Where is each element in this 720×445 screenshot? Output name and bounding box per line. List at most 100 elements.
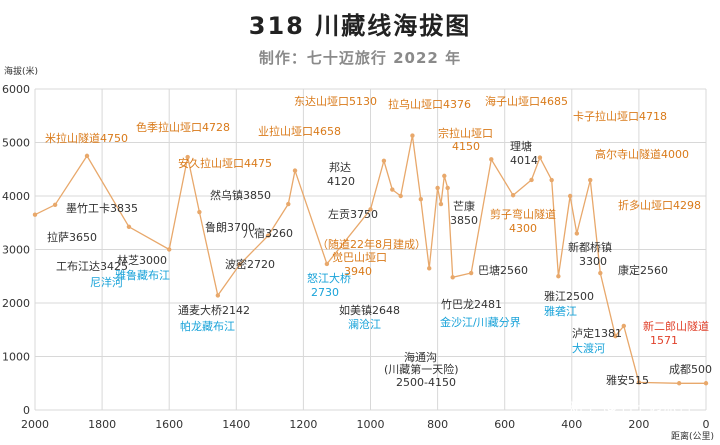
place-label-town: 如美镇2648 bbox=[339, 303, 400, 317]
elevation-point bbox=[588, 177, 593, 183]
elevation-point bbox=[438, 201, 444, 207]
y-tick-label: 4000 bbox=[2, 190, 30, 203]
place-label-pass: 宗拉山垭口 bbox=[438, 126, 493, 140]
elevation-point bbox=[598, 270, 603, 276]
elevation-point bbox=[703, 381, 709, 386]
place-label-pass: 业拉山垭口4658 bbox=[258, 124, 341, 138]
place-label-pass: 4150 bbox=[452, 140, 480, 153]
place-label-river: 澜沧江 bbox=[348, 317, 381, 331]
elevation-point bbox=[410, 133, 415, 138]
place-label-town: 工布江达3425 bbox=[56, 260, 128, 273]
place-label-town: 2500-4150 bbox=[396, 376, 456, 389]
place-label-river: 雅砻江 bbox=[544, 304, 577, 318]
elevation-point bbox=[529, 177, 534, 183]
place-label-town: 然乌镇3850 bbox=[210, 188, 271, 202]
x-tick-label: 800 bbox=[427, 418, 448, 431]
y-tick-label: 1000 bbox=[2, 351, 30, 364]
place-label-town: 八宿3260 bbox=[243, 226, 293, 240]
place-label-river: 2730 bbox=[311, 286, 339, 299]
x-tick-label: 0 bbox=[703, 418, 710, 431]
elevation-point bbox=[32, 212, 38, 217]
place-label-town: 竹巴龙2481 bbox=[441, 297, 502, 311]
place-label-pass: 3940 bbox=[344, 265, 372, 278]
elevation-point bbox=[574, 231, 580, 236]
place-label-pass: 高尔寺山隧道4000 bbox=[595, 147, 689, 161]
elevation-point bbox=[435, 185, 440, 191]
x-tick-label: 1400 bbox=[222, 418, 250, 431]
place-label-town: 通麦大桥2142 bbox=[178, 303, 250, 317]
place-label-town: 巴塘2560 bbox=[478, 263, 528, 277]
place-label-town: 邦达 bbox=[329, 161, 351, 174]
elevation-point bbox=[567, 193, 573, 199]
x-tick-label: 1600 bbox=[155, 418, 183, 431]
elevation-point bbox=[237, 262, 242, 267]
elevation-point bbox=[549, 177, 554, 183]
elevation-point bbox=[197, 209, 202, 215]
y-axis-label: 海拔(米) bbox=[4, 65, 38, 77]
elevation-point bbox=[613, 333, 618, 339]
elevation-point bbox=[418, 197, 424, 202]
place-label-town: 芒康 bbox=[453, 199, 475, 213]
elevation-point bbox=[537, 155, 543, 160]
place-label-town: 泸定1381 bbox=[572, 326, 622, 340]
elevation-point bbox=[286, 201, 291, 207]
y-tick-label: 0 bbox=[23, 404, 30, 417]
elevation-point bbox=[324, 261, 330, 267]
grid-lines bbox=[34, 88, 707, 411]
place-label-town: 理塘 bbox=[510, 139, 532, 153]
place-label-town: 3850 bbox=[450, 214, 478, 227]
chart-subtitle: 制作：七十迈旅行 2022 年 bbox=[258, 49, 462, 67]
place-label-pass: 4300 bbox=[509, 222, 537, 235]
place-label-town: 拉萨3650 bbox=[47, 230, 97, 244]
place-label-pass: 卡子拉山垭口4718 bbox=[573, 109, 667, 123]
place-label-river: 大渡河 bbox=[572, 341, 605, 355]
place-label-pass: 安久拉山垭口4475 bbox=[178, 156, 272, 170]
place-label-town: 新都桥镇 bbox=[568, 240, 612, 254]
place-label-pass: 觉巴山垭口 bbox=[332, 251, 387, 264]
place-label-town: 鲁朗3700 bbox=[205, 220, 255, 234]
elevation-point bbox=[126, 224, 132, 229]
place-label-town: 雅江2500 bbox=[544, 289, 594, 303]
place-label-town: 4120 bbox=[327, 175, 355, 188]
elevation-point bbox=[489, 157, 494, 162]
place-label-pass_red: 新二郎山隧道 bbox=[643, 319, 709, 333]
place-label-river: 怒江大桥 bbox=[307, 271, 351, 285]
x-tick-label: 1000 bbox=[357, 418, 385, 431]
place-label-river: 雅鲁藏布江 bbox=[115, 268, 170, 282]
x-tick-label: 200 bbox=[628, 418, 649, 431]
place-label-river: 金沙江/川藏分界 bbox=[440, 315, 521, 329]
place-label-note: （随道22年8月建成） bbox=[317, 237, 426, 251]
x-tick-label: 1200 bbox=[289, 418, 317, 431]
x-axis-label: 距离(公里) bbox=[671, 430, 714, 442]
place-label-pass: 海子山垭口4685 bbox=[485, 94, 568, 108]
place-label-river: 帕龙藏布江 bbox=[180, 319, 235, 333]
elevation-point bbox=[265, 233, 271, 238]
place-labels: 拉萨3650 墨竹工卡3835 米拉山隧道4750 工布江达3425 尼洋河 林芝3000… bbox=[45, 94, 712, 389]
axes: 海拔(米) 距离(公里) bbox=[4, 65, 714, 442]
place-label-pass: 米拉山隧道4750 bbox=[45, 131, 128, 145]
elevation-point bbox=[368, 207, 373, 212]
place-label-pass: 拉乌山垭口4376 bbox=[388, 97, 471, 111]
elevation-point bbox=[390, 187, 395, 192]
y-tick-label: 5000 bbox=[2, 137, 30, 150]
place-label-town: 3300 bbox=[579, 255, 607, 268]
elevation-point bbox=[381, 158, 387, 163]
place-label-town: 墨竹工卡3835 bbox=[66, 201, 138, 215]
place-label-pass: 东达山垭口5130 bbox=[294, 95, 377, 108]
elevation-point bbox=[215, 293, 221, 298]
y-tick-label: 3000 bbox=[2, 244, 30, 257]
place-label-town: 雅安515 bbox=[606, 373, 649, 387]
elevation-point bbox=[398, 193, 403, 199]
place-label-pass: 折多山垭口4298 bbox=[618, 198, 701, 212]
place-label-river: 尼洋河 bbox=[90, 275, 123, 289]
x-tick-label: 1800 bbox=[88, 418, 116, 431]
place-label-pass: 剪子弯山隧道 bbox=[490, 207, 556, 221]
x-tick-label: 2000 bbox=[21, 418, 49, 431]
place-label-town: 康定2560 bbox=[618, 263, 668, 277]
x-tick-label: 600 bbox=[494, 418, 515, 431]
elevation-point bbox=[445, 185, 450, 191]
elevation-point bbox=[84, 153, 90, 159]
place-label-town: 左贡3750 bbox=[328, 208, 378, 221]
